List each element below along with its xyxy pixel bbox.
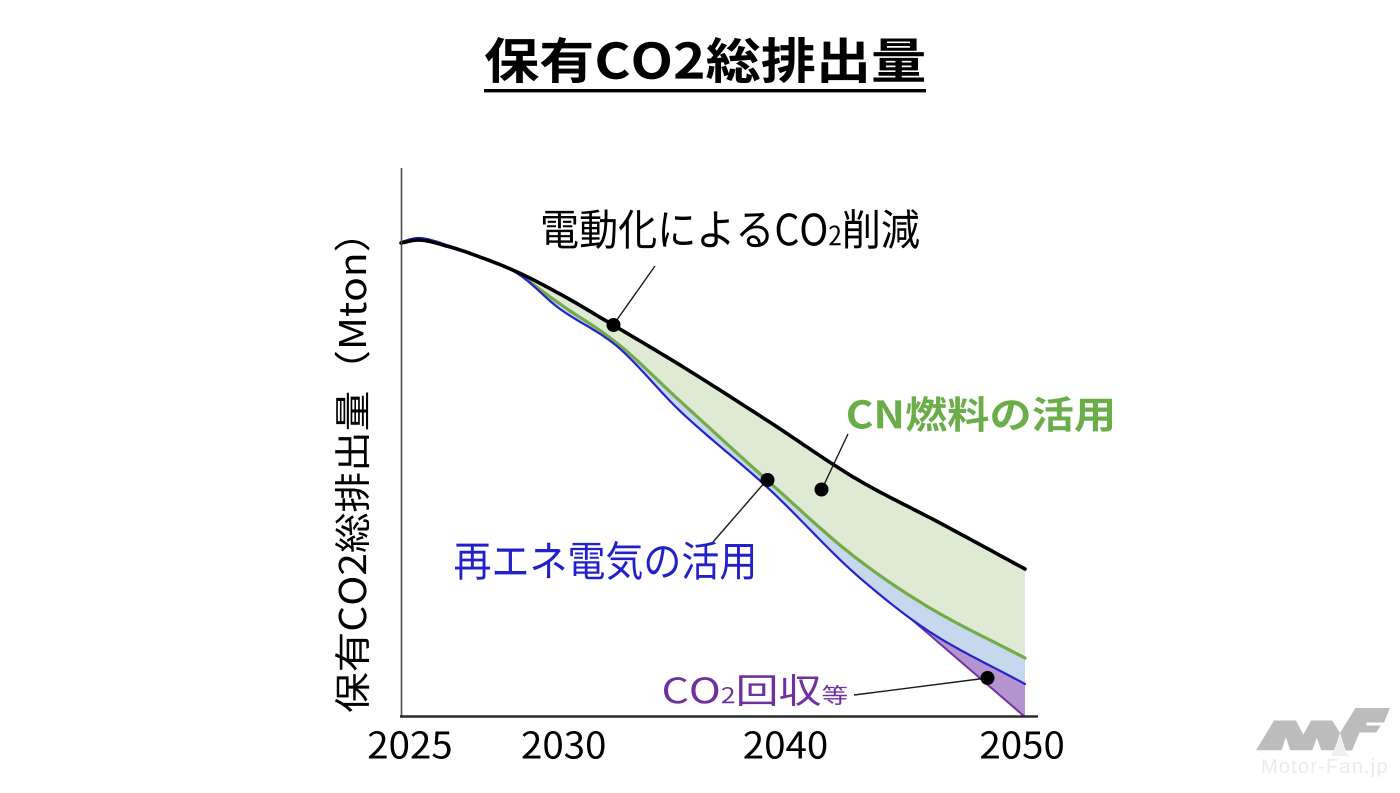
svg-text:Motor-Fan.jp: Motor-Fan.jp	[1261, 756, 1389, 778]
